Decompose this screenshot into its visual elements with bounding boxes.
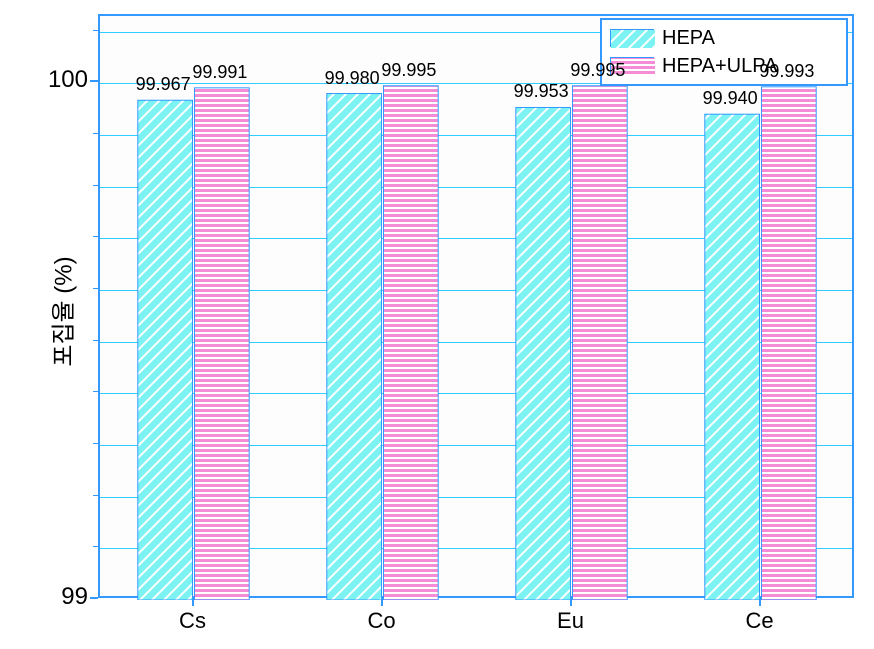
x-tick-mark <box>381 598 383 606</box>
x-tick-label: Cs <box>179 608 206 634</box>
bar <box>195 88 250 600</box>
bar <box>762 87 817 600</box>
y-minor-tick <box>93 288 98 289</box>
y-tick-label: 99 <box>38 583 88 611</box>
bar-value-label: 99.967 <box>136 74 191 95</box>
bar-value-label: 99.995 <box>381 60 436 81</box>
bar <box>516 107 571 600</box>
y-axis-title: 포집율 (%) <box>44 256 79 366</box>
legend-label: HEPA <box>662 27 715 50</box>
x-tick-label: Eu <box>557 608 584 634</box>
bar-value-label: 99.940 <box>703 88 758 109</box>
y-tick-label: 100 <box>38 66 88 94</box>
bar <box>138 100 193 600</box>
y-minor-tick <box>93 546 98 547</box>
x-tick-mark <box>570 598 572 606</box>
x-tick-mark <box>759 598 761 606</box>
bar <box>705 114 760 600</box>
y-minor-tick <box>93 340 98 341</box>
y-minor-tick <box>93 391 98 392</box>
bar-value-label: 99.953 <box>514 81 569 102</box>
x-tick-label: Co <box>367 608 395 634</box>
y-minor-tick <box>93 236 98 237</box>
x-tick-label: Ce <box>745 608 773 634</box>
y-minor-tick <box>93 30 98 31</box>
bar-value-label: 99.991 <box>192 62 247 83</box>
bar-value-label: 99.980 <box>325 68 380 89</box>
bar-value-label: 99.993 <box>759 61 814 82</box>
bar <box>573 86 628 600</box>
legend-item: HEPA <box>610 24 838 52</box>
y-minor-tick <box>93 185 98 186</box>
bar-value-label: 99.995 <box>570 60 625 81</box>
y-minor-tick <box>93 443 98 444</box>
legend-swatch <box>610 29 654 47</box>
bar <box>327 94 382 600</box>
x-tick-mark <box>192 598 194 606</box>
y-minor-tick <box>93 495 98 496</box>
y-minor-tick <box>93 81 98 82</box>
y-minor-tick <box>93 133 98 134</box>
bar <box>384 86 439 600</box>
y-minor-tick <box>93 598 98 599</box>
